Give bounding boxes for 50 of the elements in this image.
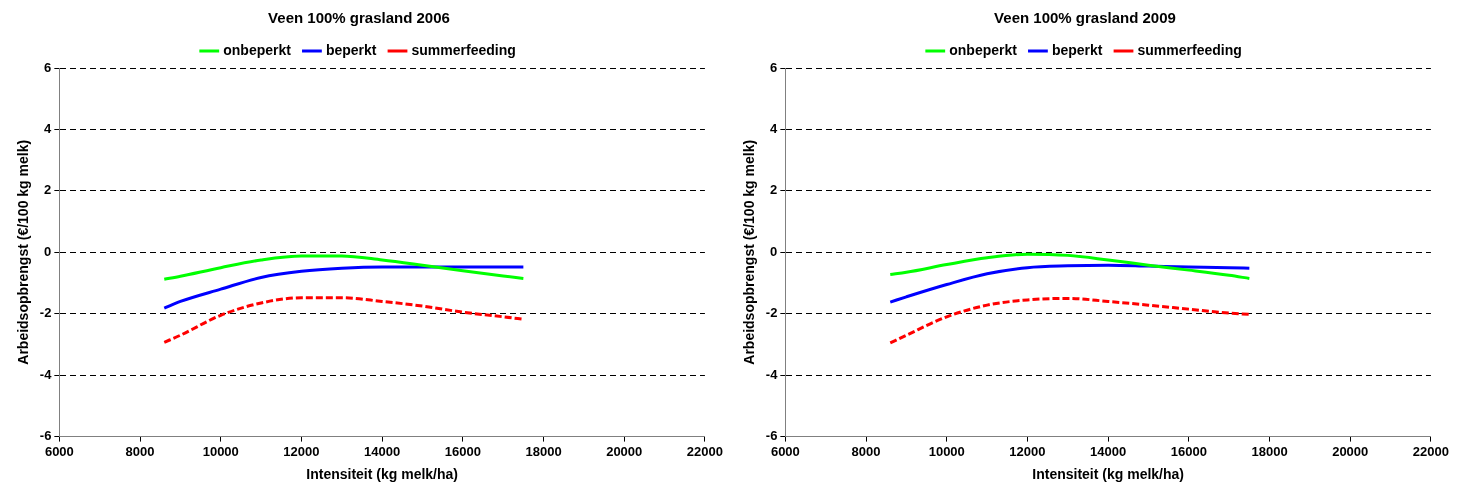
x-tick-label: 16000	[1170, 443, 1207, 459]
x-tick-label: 18000	[1251, 443, 1288, 459]
line-series	[888, 263, 1251, 304]
y-tick-label: 6	[770, 59, 778, 75]
y-tick-label: -4	[765, 366, 779, 382]
y-tick-label: -6	[765, 428, 778, 444]
x-tick-label: 20000	[606, 443, 643, 459]
line-series	[888, 296, 1251, 345]
x-tick-label: 18000	[525, 443, 562, 459]
y-axis-title: Arbeidsopbrengst (€/100 kg melk)	[15, 139, 32, 365]
line-series	[162, 265, 525, 310]
y-tick-label: 6	[44, 59, 52, 75]
x-tick-label: 8000	[851, 443, 881, 459]
y-tick-label: 4	[44, 121, 53, 137]
y-tick-label: -6	[39, 428, 52, 444]
x-tick-label: 16000	[444, 443, 481, 459]
y-tick-label: 0	[44, 243, 52, 259]
legend-label: summerfeeding	[1137, 41, 1242, 58]
line-series	[162, 254, 525, 281]
y-axis-title: Arbeidsopbrengst (€/100 kg melk)	[741, 139, 758, 365]
legend-label: onbeperkt	[223, 41, 292, 58]
y-tick-label: 2	[770, 182, 778, 198]
x-tick-label: 12000	[1009, 443, 1046, 459]
chart-title: Veen 100% grasland 2006	[268, 9, 450, 27]
legend-label: beperkt	[325, 41, 377, 58]
x-tick-label: 10000	[202, 443, 239, 459]
x-tick-label: 10000	[928, 443, 965, 459]
x-tick-label: 22000	[686, 443, 723, 459]
line-series	[888, 252, 1251, 280]
x-tick-label: 6000	[770, 443, 800, 459]
y-tick-label: -4	[39, 366, 53, 382]
x-tick-label: 20000	[1332, 443, 1369, 459]
legend-label: summerfeeding	[411, 41, 516, 58]
y-tick-label: 0	[770, 243, 778, 259]
y-tick-label: -2	[39, 305, 52, 321]
x-tick-label: 12000	[283, 443, 320, 459]
y-tick-label: 4	[770, 121, 779, 137]
x-tick-label: 6000	[44, 443, 74, 459]
x-axis-title: Intensiteit (kg melk/ha)	[1032, 466, 1184, 483]
legend-label: beperkt	[1051, 41, 1103, 58]
chart-title: Veen 100% grasland 2009	[994, 9, 1176, 27]
y-tick-label: 2	[44, 182, 52, 198]
x-tick-label: 22000	[1412, 443, 1449, 459]
y-tick-label: -2	[765, 305, 778, 321]
x-axis-title: Intensiteit (kg melk/ha)	[306, 466, 458, 483]
legend-label: onbeperkt	[949, 41, 1018, 58]
line-series	[162, 296, 525, 344]
x-tick-label: 14000	[1090, 443, 1127, 459]
x-tick-label: 8000	[125, 443, 155, 459]
x-tick-label: 14000	[364, 443, 401, 459]
